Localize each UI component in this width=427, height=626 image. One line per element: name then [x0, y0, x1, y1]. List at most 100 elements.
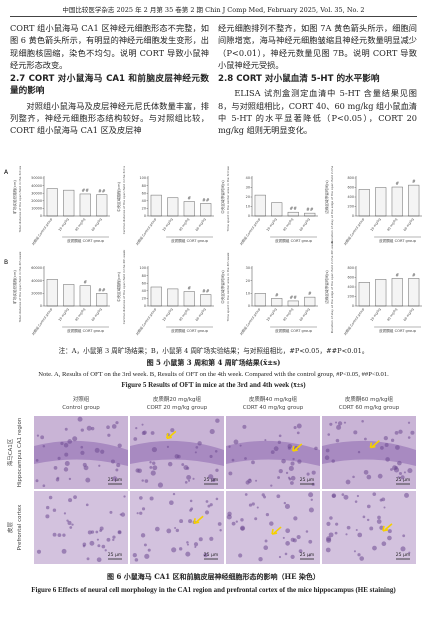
cell-nucleus	[42, 445, 46, 448]
y-tick-label: 50000	[31, 176, 42, 180]
cell-nucleus	[149, 461, 152, 464]
y-tick-label: 30	[246, 186, 250, 190]
cell-nucleus	[111, 424, 117, 429]
figure-caption: 图 6 小鼠海马 CA1 区和前脑皮层神经细胞形态的影响（HE 染色）	[107, 572, 320, 581]
cell-nucleus	[189, 508, 192, 512]
bar	[408, 278, 420, 307]
cell-nucleus	[89, 540, 95, 546]
cell-nucleus	[154, 526, 160, 532]
x-tick-label: 40 mg/kg	[282, 307, 294, 322]
cell-nucleus	[390, 468, 393, 471]
cell-nucleus	[297, 459, 302, 464]
y-tick-label: 60000	[31, 266, 42, 270]
cell-nucleus	[52, 532, 57, 537]
cell-nucleus	[403, 471, 406, 474]
cell-nucleus	[139, 511, 143, 515]
cell-nucleus	[96, 538, 99, 541]
x-tick-label: 对照组 Control group	[30, 217, 53, 246]
cell-nucleus	[40, 435, 45, 440]
cell-nucleus	[140, 533, 146, 538]
cell-nucleus	[52, 508, 57, 512]
cell-nucleus	[379, 525, 384, 530]
x-tick-label: 40 mg/kg	[74, 307, 86, 322]
cell-nucleus	[194, 545, 197, 548]
cell-nucleus	[328, 532, 334, 538]
cell-nucleus	[372, 492, 377, 496]
y-tick-label: 400	[348, 285, 354, 289]
cell-nucleus	[106, 537, 111, 542]
cell-nucleus	[282, 536, 285, 539]
cell-nucleus	[366, 504, 371, 509]
yellow-arrow	[193, 515, 204, 525]
y-tick-label: 20	[142, 207, 146, 211]
cell-nucleus	[228, 471, 233, 476]
cell-nucleus	[219, 529, 222, 532]
panel-label: A	[4, 169, 9, 176]
cell-nucleus	[256, 506, 259, 509]
y-tick-label: 20000	[31, 199, 42, 203]
cell-nucleus	[69, 526, 73, 529]
cell-nucleus	[63, 512, 67, 515]
cell-nucleus	[45, 514, 50, 519]
y-tick-label: 20	[142, 297, 146, 301]
cell-nucleus	[235, 520, 238, 523]
cell-nucleus	[231, 458, 235, 462]
cell-nucleus	[366, 518, 370, 522]
y-tick-label: 10000	[31, 207, 42, 211]
significance-mark: #	[187, 196, 191, 202]
significance-mark: #	[83, 280, 87, 286]
cell-nucleus	[244, 493, 248, 496]
y-tick-label: 100	[140, 266, 146, 270]
y-axis-label: 中央区域路程(cm)	[116, 271, 121, 301]
y-tick-label: 0	[144, 304, 146, 308]
y-axis-label: Duration of stay at the edge of the open…	[330, 241, 334, 334]
cell-nucleus	[395, 445, 400, 450]
cell-nucleus	[186, 543, 189, 546]
bar	[46, 188, 58, 217]
cell-nucleus	[355, 528, 358, 531]
y-tick-label: 80	[142, 184, 146, 188]
bar	[254, 194, 266, 217]
bar	[287, 300, 299, 307]
cell-nucleus	[310, 498, 313, 501]
cell-nucleus	[239, 444, 242, 447]
column-header: CORT 60 mg/kg group	[339, 405, 400, 411]
cell-nucleus	[284, 552, 288, 556]
cell-nucleus	[228, 445, 231, 448]
cell-nucleus	[133, 437, 138, 441]
cell-nucleus	[341, 493, 345, 496]
cell-nucleus	[284, 503, 291, 510]
paragraph: 对照组小鼠海马及皮层神经元尼氏体数量丰富，排列整齐，神经元细胞形态结构较好。与对…	[10, 100, 209, 136]
cell-nucleus	[326, 521, 331, 526]
y-tick-label: 30	[246, 266, 250, 270]
cell-nucleus	[97, 544, 101, 548]
cell-nucleus	[285, 471, 289, 475]
paragraph: 经元细胞排列不整齐，如图 7A 黄色箭头所示，细胞间间隙增宽，海马神经元细胞皱缩…	[218, 23, 417, 70]
cell-nucleus	[345, 533, 348, 536]
cell-nucleus	[192, 477, 195, 480]
cell-nucleus	[308, 539, 313, 544]
cell-nucleus	[61, 548, 67, 554]
bar	[375, 279, 387, 307]
cell-nucleus	[233, 439, 239, 445]
figure-note: Note. A, Results of OFT on the 3rd week.…	[38, 371, 389, 378]
cell-nucleus	[90, 530, 95, 534]
cell-nucleus	[290, 554, 295, 559]
cell-nucleus	[203, 552, 208, 558]
cell-nucleus	[157, 482, 164, 488]
bar	[391, 278, 403, 307]
left-column: CORT 组小鼠海马 CA1 区神经元细胞形态不完整，如图 6 黄色箭头所示，有…	[10, 22, 209, 137]
group-label: 皮质酮组 CORT group	[171, 328, 209, 333]
figure-caption: Figure 5 Results of OFT in mice at the 3…	[121, 381, 306, 389]
x-tick-label: 60 mg/kg	[299, 307, 311, 322]
cell-nucleus	[231, 521, 236, 526]
cell-nucleus	[150, 431, 155, 435]
cell-nucleus	[82, 544, 86, 548]
cell-nucleus	[380, 446, 384, 450]
bar	[287, 211, 299, 217]
column-header: 皮质酮60 mg/kg组	[345, 395, 394, 403]
cell-nucleus	[60, 441, 64, 446]
scale-bar-label: 25 μm	[300, 552, 314, 558]
cell-nucleus	[331, 494, 336, 498]
cell-nucleus	[343, 421, 347, 424]
